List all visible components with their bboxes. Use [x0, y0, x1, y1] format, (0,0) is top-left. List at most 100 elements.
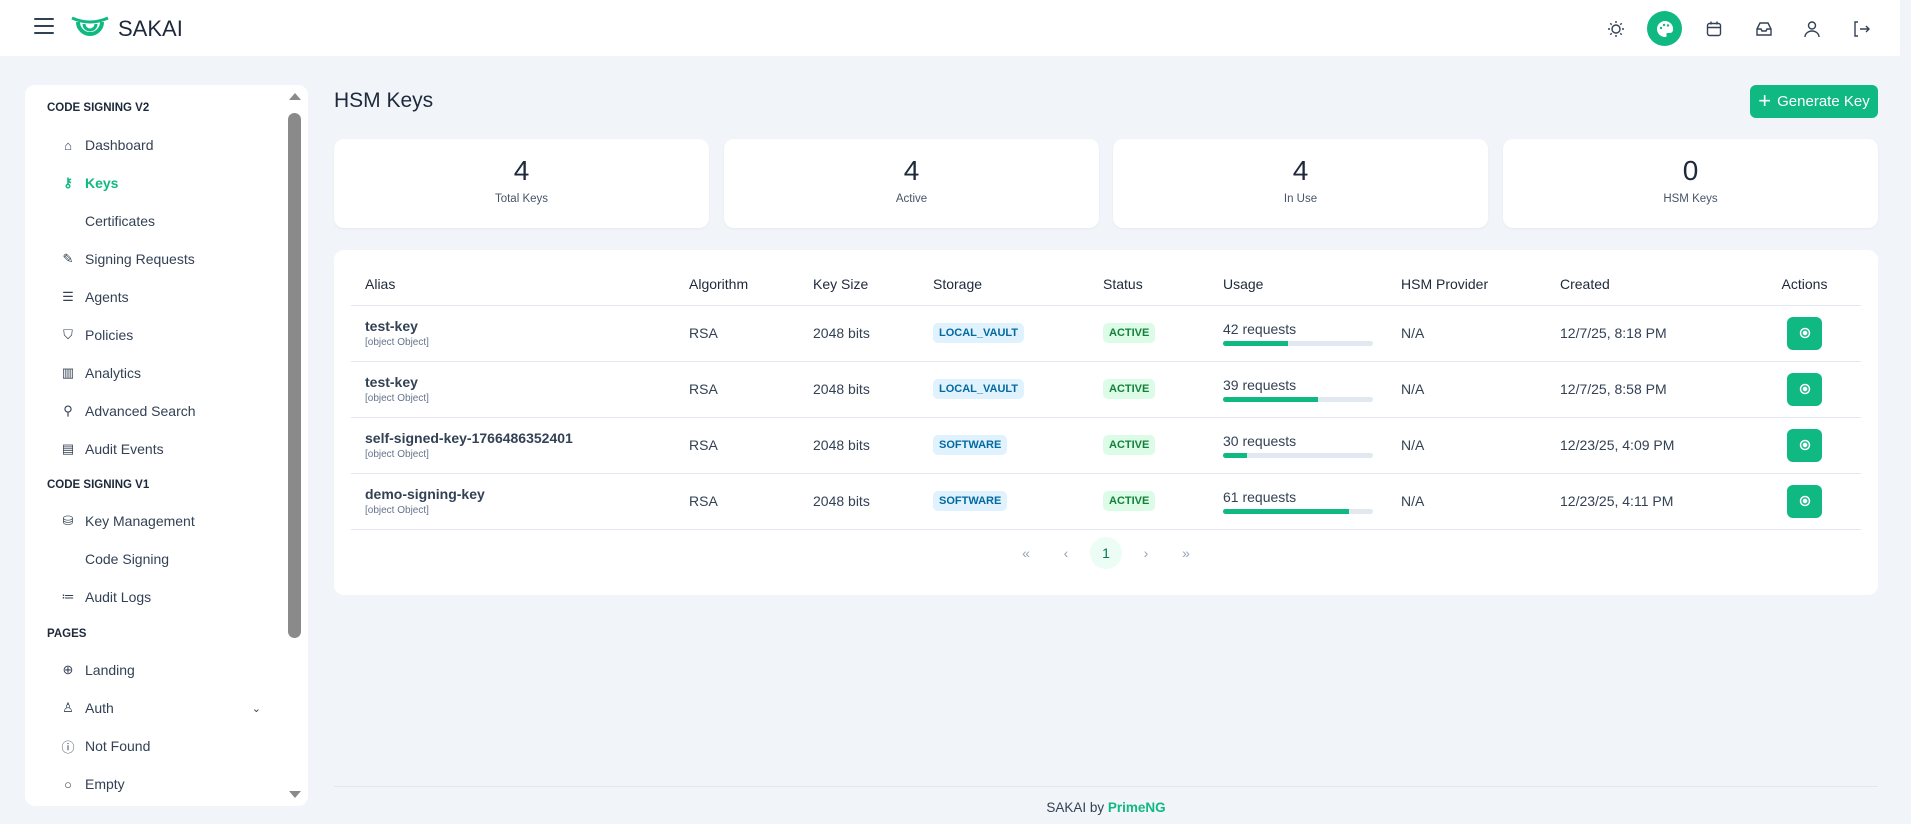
usage-text: 42 requests [1223, 320, 1297, 337]
page-1-button[interactable]: 1 [1090, 537, 1122, 569]
hsm-provider: N/A [1387, 305, 1546, 362]
primeng-link[interactable]: PrimeNG [1107, 800, 1166, 815]
topbar: SAKAI [0, 0, 1900, 56]
palette-icon[interactable] [1647, 11, 1682, 46]
sidebar-item-signing-requests[interactable]: ✎ Signing Requests [61, 244, 281, 274]
sidebar-item-code-signing[interactable]: Code Signing [61, 544, 281, 574]
status-cell: ACTIVE [1089, 473, 1209, 530]
sidebar-item-audit-logs[interactable]: ≔ Audit Logs [61, 582, 281, 612]
sun-icon[interactable] [1598, 11, 1633, 46]
database-icon: ⛁ [62, 513, 74, 528]
usage-bar [1223, 452, 1373, 458]
col-actions: Actions [1748, 264, 1861, 306]
view-button[interactable] [1787, 484, 1822, 518]
usage-bar-fill [1223, 508, 1349, 514]
user-icon: ♙ [62, 700, 74, 715]
file-edit-icon: ✎ [62, 251, 74, 266]
label: Auth [85, 700, 114, 716]
calendar-icon[interactable] [1696, 11, 1731, 46]
sidebar-item-dashboard[interactable]: ⌂ Dashboard [61, 130, 281, 160]
storage-cell: SOFTWARE [919, 473, 1089, 530]
status-badge: ACTIVE [1103, 379, 1156, 399]
menu-toggle-icon[interactable] [34, 18, 54, 34]
label: Policies [85, 327, 134, 343]
scroll-down-arrow[interactable] [289, 791, 301, 798]
prev-page-button[interactable]: ‹ [1063, 545, 1069, 561]
storage-badge: SOFTWARE [933, 435, 1008, 455]
keys-table-card: Alias Algorithm Key Size Storage Status … [334, 250, 1878, 595]
col-alias[interactable]: Alias [351, 264, 675, 306]
col-storage[interactable]: Storage [919, 264, 1089, 306]
stat-value: 0 [1682, 155, 1699, 186]
scrollbar-thumb[interactable] [288, 113, 301, 638]
first-page-button[interactable]: « [1022, 545, 1030, 561]
key-size: 2048 bits [799, 361, 919, 418]
footer: SAKAI by PrimeNG [334, 786, 1878, 815]
col-hsm-provider[interactable]: HSM Provider [1387, 264, 1546, 306]
label: Certificates [85, 213, 156, 229]
last-page-button[interactable]: » [1182, 545, 1190, 561]
user-icon[interactable] [1794, 11, 1829, 46]
col-algorithm[interactable]: Algorithm [675, 264, 799, 306]
scroll-up-arrow[interactable] [289, 93, 301, 100]
table-header: Alias Algorithm Key Size Storage Status … [351, 264, 1861, 306]
label: Audit Logs [85, 589, 152, 605]
algorithm: RSA [675, 361, 799, 418]
sidebar-item-analytics[interactable]: ▥ Analytics [61, 358, 281, 388]
storage-cell: SOFTWARE [919, 417, 1089, 474]
sidebar-item-landing[interactable]: ⊕ Landing [61, 655, 281, 685]
inbox-icon[interactable] [1746, 11, 1781, 46]
sidebar-item-keys[interactable]: ⚷ Keys [61, 168, 281, 198]
label: Keys [85, 175, 119, 191]
usage-text: 39 requests [1223, 376, 1297, 393]
sidebar-item-empty[interactable]: ○ Empty [61, 769, 281, 799]
key-size: 2048 bits [799, 305, 919, 362]
next-page-button[interactable]: › [1143, 545, 1149, 561]
sidebar-item-policies[interactable]: ⛉ Policies [61, 320, 281, 350]
section-title: PAGES [47, 628, 87, 640]
algorithm: RSA [675, 305, 799, 362]
actions-cell [1748, 417, 1861, 474]
sidebar-item-certificates[interactable]: Certificates [61, 206, 281, 236]
col-key-size[interactable]: Key Size [799, 264, 919, 306]
actions-cell [1748, 305, 1861, 362]
sidebar-item-key-management[interactable]: ⛁ Key Management [61, 506, 281, 536]
storage-cell: LOCAL_VAULT [919, 305, 1089, 362]
col-status[interactable]: Status [1089, 264, 1209, 306]
sidebar-item-advanced-search[interactable]: ⚲ Advanced Search [61, 396, 281, 426]
stat-value: 4 [1292, 155, 1309, 186]
sidebar-item-agents[interactable]: ☰ Agents [61, 282, 281, 312]
col-created[interactable]: Created [1546, 264, 1748, 306]
view-button[interactable] [1787, 372, 1822, 406]
sidebar-scrollbar[interactable] [286, 85, 301, 806]
page-title: HSM Keys [334, 89, 434, 112]
stat-value: 4 [903, 155, 920, 186]
sign-out-icon[interactable] [1843, 11, 1878, 46]
stat-card-hsm-keys: 0 HSM Keys [1503, 139, 1878, 228]
usage-cell: 39 requests [1209, 361, 1387, 418]
sidebar-item-not-found[interactable]: ⓘ Not Found [61, 731, 281, 761]
sidebar-item-auth[interactable]: ♙ Auth ⌄ [61, 693, 281, 723]
section-title: CODE SIGNING V2 [47, 102, 150, 114]
actions-cell [1748, 361, 1861, 418]
col-usage[interactable]: Usage [1209, 264, 1387, 306]
usage-bar [1223, 396, 1373, 402]
storage-badge: LOCAL_VAULT [933, 379, 1025, 399]
view-button[interactable] [1787, 316, 1822, 350]
status-badge: ACTIVE [1103, 435, 1156, 455]
brand-name: SAKAI [118, 16, 183, 41]
created: 12/7/25, 8:18 PM [1546, 305, 1748, 362]
sidebar-item-audit-events[interactable]: ▤ Audit Events [61, 434, 281, 464]
list-icon: ≔ [61, 589, 75, 604]
view-button[interactable] [1787, 428, 1822, 462]
alias-cell: test-key [object Object] [351, 305, 675, 362]
label: Dashboard [85, 137, 154, 153]
status-cell: ACTIVE [1089, 361, 1209, 418]
sakai-logo [71, 16, 109, 36]
status-badge: ACTIVE [1103, 323, 1156, 343]
stat-label: Active [895, 193, 928, 205]
usage-cell: 42 requests [1209, 305, 1387, 362]
generate-key-button[interactable]: + Generate Key [1750, 85, 1878, 118]
hsm-provider: N/A [1387, 417, 1546, 474]
stat-card-total-keys: 4 Total Keys [334, 139, 709, 228]
